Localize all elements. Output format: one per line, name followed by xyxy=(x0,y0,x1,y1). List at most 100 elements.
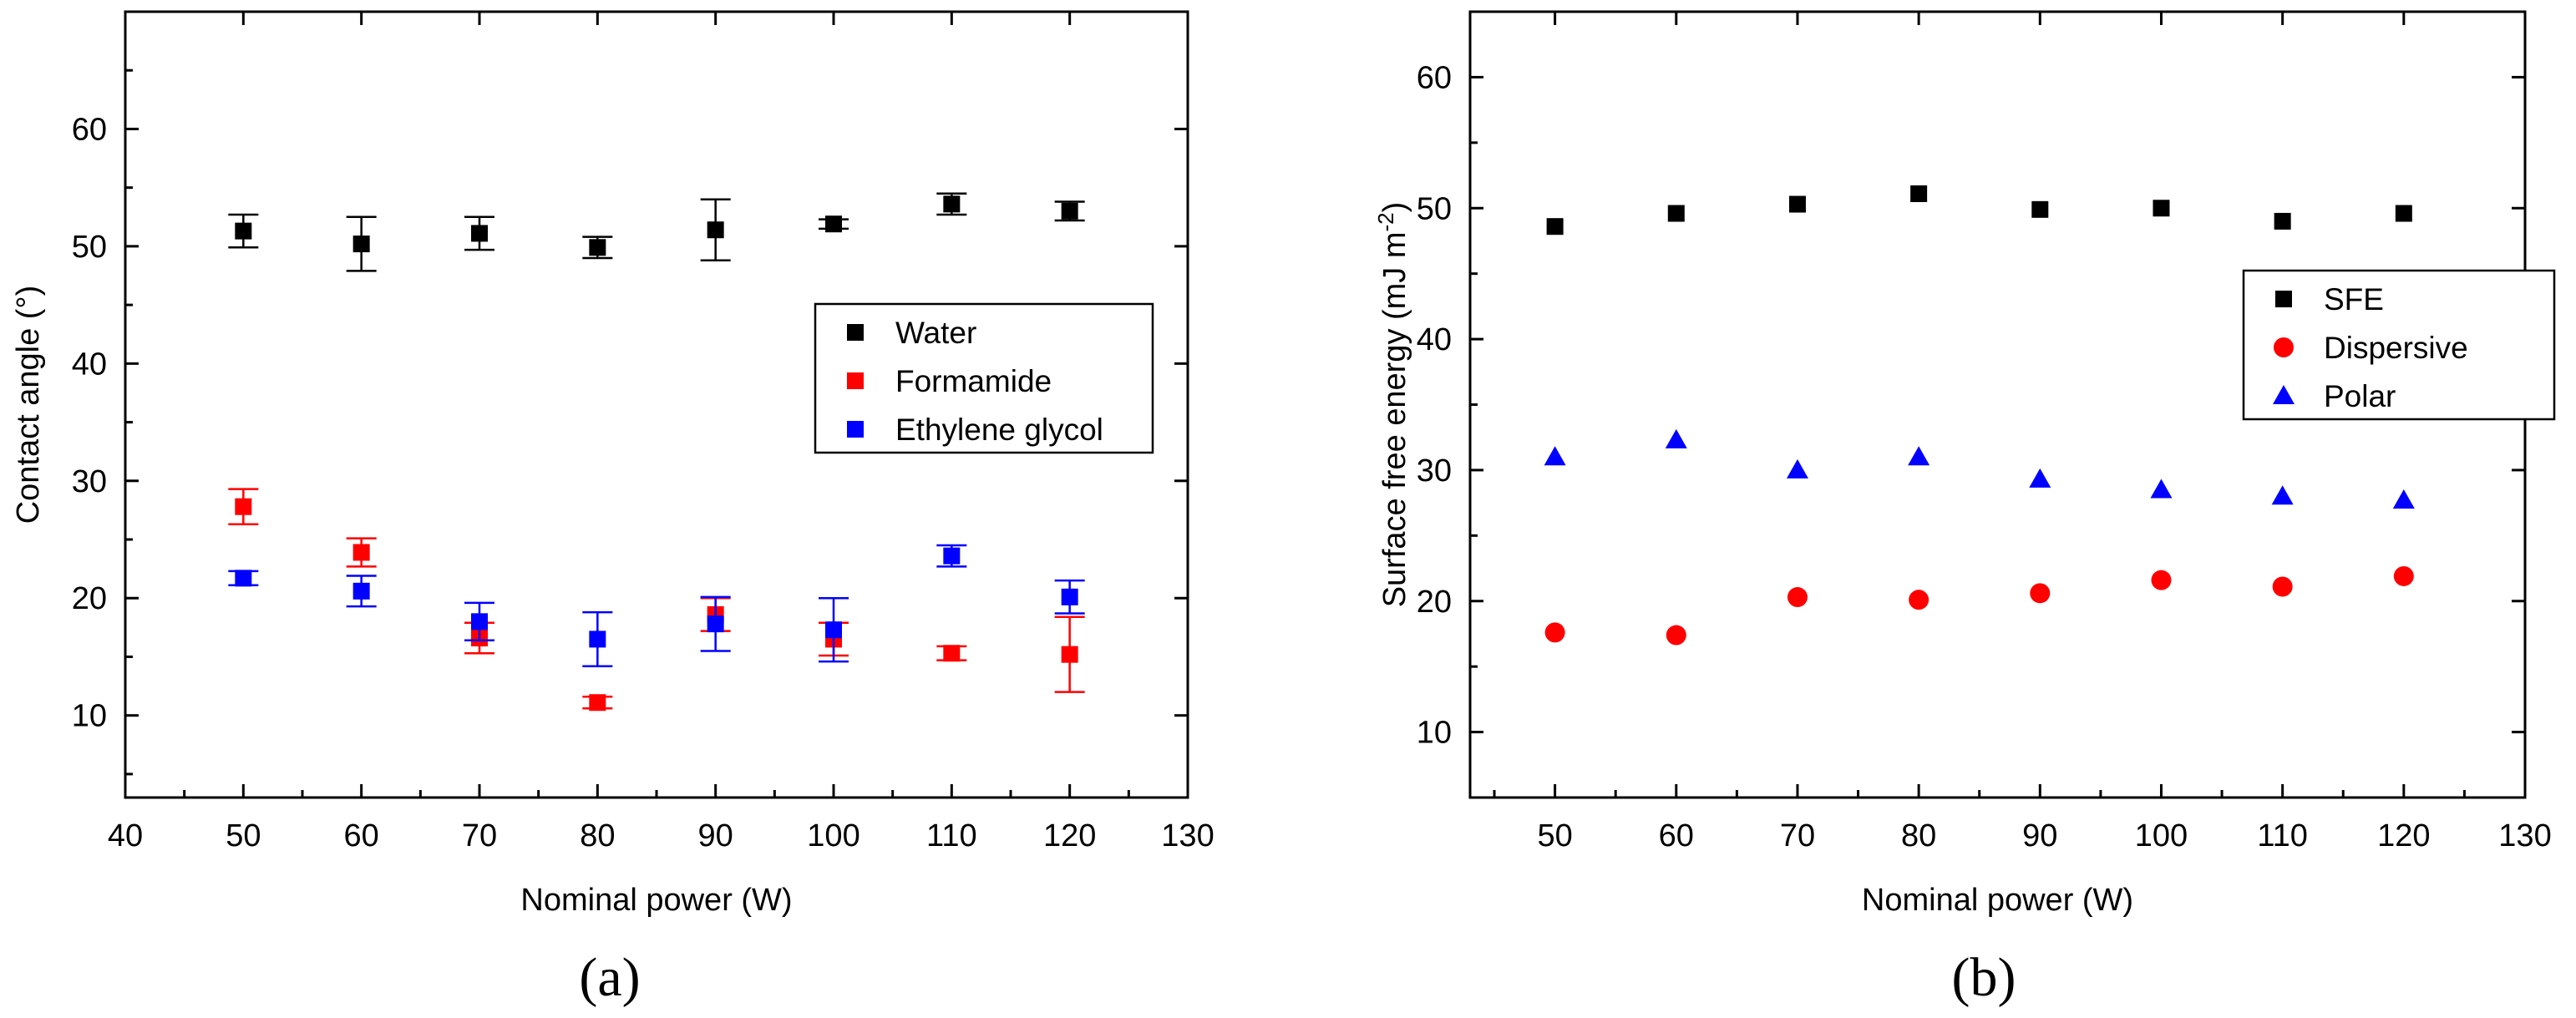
y-tick-label: 60 xyxy=(1417,60,1452,95)
y-tick-label: 10 xyxy=(1417,716,1452,751)
data-point xyxy=(471,613,488,631)
x-tick-label: 120 xyxy=(2377,818,2430,853)
data-point xyxy=(2395,205,2412,222)
data-point xyxy=(1544,622,1565,643)
y-axis-title-sup: -2 xyxy=(1373,212,1398,231)
data-point xyxy=(1787,587,1808,608)
legend-box xyxy=(2242,269,2556,421)
data-point xyxy=(235,498,252,515)
x-tick-label: 70 xyxy=(1780,818,1815,853)
chart-panel-b: 50 60 70 80 90 100 110 120 130 10 20 30 40 50 60 Nomina… xyxy=(1373,10,2556,1008)
y-tick-label: 40 xyxy=(72,347,107,382)
series-dispersive xyxy=(1544,565,2414,646)
x-tick-label: 130 xyxy=(2498,818,2551,853)
data-point xyxy=(352,582,370,600)
x-tick-label: 130 xyxy=(1161,818,1214,853)
data-point xyxy=(1061,646,1078,663)
data-point xyxy=(1544,446,1566,466)
data-point xyxy=(1910,185,1928,202)
data-point xyxy=(589,694,606,712)
data-point xyxy=(943,645,961,662)
x-tick-label: 60 xyxy=(344,818,379,853)
y-axis-title-main: Surface free energy (mJ m xyxy=(1377,231,1412,607)
legend-label: Water xyxy=(895,316,976,350)
data-point xyxy=(2274,212,2291,230)
x-tick-label: 50 xyxy=(226,818,261,853)
data-point xyxy=(2392,489,2415,509)
x-tick-label: 120 xyxy=(1043,818,1096,853)
data-point xyxy=(1061,202,1078,220)
data-point xyxy=(2150,479,2173,499)
data-point xyxy=(2271,485,2294,505)
x-tick-label: 40 xyxy=(108,818,143,853)
legend-box xyxy=(814,302,1154,454)
legend-label: Dispersive xyxy=(2324,331,2468,365)
data-point xyxy=(707,221,724,239)
data-point xyxy=(589,631,606,648)
y-tick-label: 40 xyxy=(1417,322,1452,357)
legend-label: Formamide xyxy=(895,364,1052,398)
x-tick-label: 100 xyxy=(807,818,860,853)
data-point xyxy=(1908,446,1930,466)
panel-label: (b) xyxy=(1952,947,2016,1008)
data-point xyxy=(1666,625,1686,646)
x-tick-label: 100 xyxy=(2135,818,2188,853)
x-axis-title: Nominal power (W) xyxy=(520,883,792,918)
data-point xyxy=(2151,570,2172,590)
legend-marker xyxy=(2275,291,2292,307)
y-tick-label: 20 xyxy=(1417,585,1452,620)
data-point xyxy=(1788,195,1806,213)
x-tick-label: 50 xyxy=(1537,818,1572,853)
legend-label: SFE xyxy=(2324,282,2384,317)
x-tick-label: 80 xyxy=(580,818,615,853)
data-point xyxy=(235,222,252,240)
data-point xyxy=(943,195,961,213)
x-tick-label: 80 xyxy=(1901,818,1936,853)
data-point xyxy=(2272,576,2293,597)
legend-marker xyxy=(847,372,864,389)
data-point xyxy=(352,236,370,253)
data-point xyxy=(352,544,370,561)
data-point xyxy=(1546,218,1564,236)
x-tick-label: 90 xyxy=(698,818,733,853)
series-ethylene-glycol xyxy=(228,544,1085,667)
data-point xyxy=(1909,590,1929,610)
y-tick-label: 30 xyxy=(1417,453,1452,489)
legend-marker xyxy=(847,421,864,438)
legend-marker xyxy=(2274,337,2294,357)
x-tick-label: 90 xyxy=(2022,818,2057,853)
data-point xyxy=(1665,428,1687,448)
y-tick-label: 20 xyxy=(72,581,107,616)
series-water xyxy=(228,192,1085,272)
x-tick-label: 110 xyxy=(926,818,977,853)
series-sfe xyxy=(1546,185,2412,236)
data-point xyxy=(2153,200,2170,217)
panel-label: (a) xyxy=(579,947,640,1008)
data-point xyxy=(589,239,606,256)
series-formamide xyxy=(228,488,1085,712)
data-point xyxy=(825,215,842,233)
legend-label: Polar xyxy=(2324,379,2396,413)
y-tick-label: 10 xyxy=(72,699,107,734)
legend: Water Formamide Ethylene glycol xyxy=(814,302,1154,454)
x-tick-label: 70 xyxy=(462,818,497,853)
data-point xyxy=(471,225,488,242)
x-axis-title: Nominal power (W) xyxy=(1862,883,2133,918)
y-axis-title: Surface free energy (mJ m-2) xyxy=(1373,202,1412,608)
y-tick-label: 50 xyxy=(1417,191,1452,226)
x-tick-label: 60 xyxy=(1659,818,1694,853)
data-point xyxy=(2030,583,2051,604)
legend: SFE Dispersive Polar xyxy=(2242,269,2556,421)
data-point xyxy=(2393,565,2414,586)
legend-marker xyxy=(847,324,864,341)
x-tick-label: 110 xyxy=(2257,818,2308,853)
data-point xyxy=(2031,200,2049,218)
y-tick-label: 30 xyxy=(72,464,107,499)
data-point xyxy=(943,547,961,565)
y-tick-label: 50 xyxy=(72,230,107,265)
y-tick-label: 60 xyxy=(72,112,107,147)
data-point xyxy=(825,621,842,639)
y-axis-title-end: ) xyxy=(1377,202,1412,213)
data-point xyxy=(707,615,724,633)
